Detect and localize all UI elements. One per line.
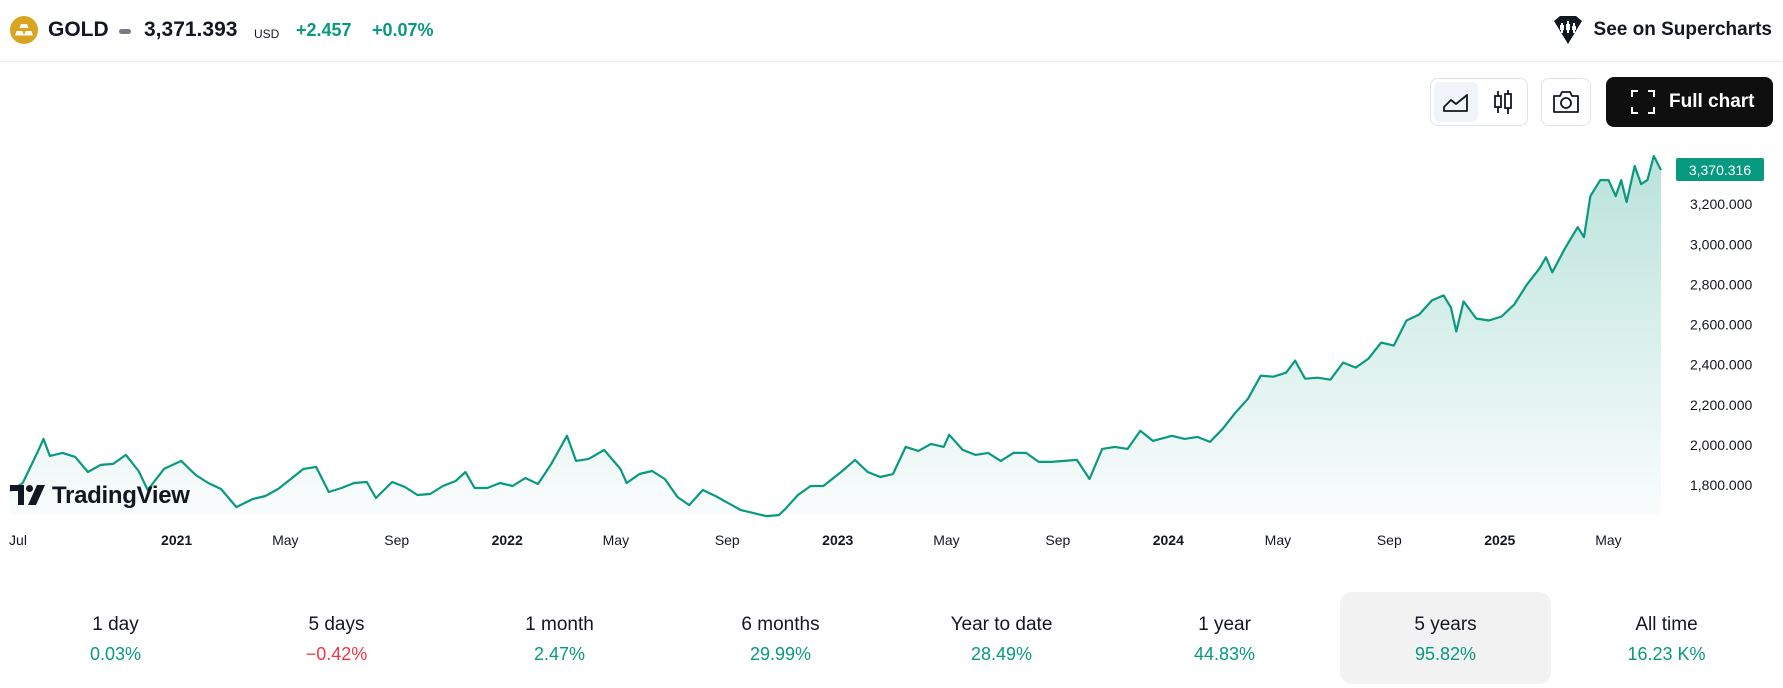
x-tick-label: May	[1595, 532, 1621, 548]
market-status-indicator	[119, 29, 131, 34]
period-tab-year-to-date[interactable]: Year to date 28.49%	[896, 592, 1107, 684]
period-tab-5-days[interactable]: 5 days −0.42%	[231, 592, 442, 684]
see-on-supercharts-link[interactable]: See on Supercharts	[1552, 15, 1772, 45]
period-change: 28.49%	[970, 644, 1033, 664]
y-tick-label: 2,600.000	[1690, 317, 1752, 333]
period-label: 1 day	[92, 614, 139, 635]
last-price: 3,371.393	[144, 18, 238, 41]
price-line	[9, 154, 1662, 518]
price-axis[interactable]: 3,400.0003,200.0003,000.0002,800.0002,60…	[1690, 156, 1752, 493]
period-change: 29.99%	[749, 644, 812, 664]
supercharts-icon	[1553, 16, 1582, 44]
price-change-percent: +0.07%	[372, 20, 434, 40]
y-tick-label: 1,800.000	[1690, 477, 1752, 493]
x-tick-label: Jul	[9, 532, 27, 548]
symbol-name[interactable]: GOLD	[48, 18, 109, 41]
performance-periods: 1 day 0.03% 5 days −0.42% 1 month 2.47% 6 mont…	[0, 592, 1783, 684]
period-change: 2.47%	[533, 644, 586, 664]
period-label: All time	[1635, 614, 1698, 635]
last-price-tag: 3,370.316	[1676, 157, 1764, 181]
period-change: −0.42%	[305, 644, 368, 664]
tradingview-watermark[interactable]: TradingView	[10, 482, 190, 510]
x-tick-label: Sep	[715, 532, 740, 548]
period-label: 5 days	[308, 614, 365, 635]
x-tick-label: 2025	[1484, 532, 1515, 548]
supercharts-label: See on Supercharts	[1593, 19, 1772, 40]
fullscreen-icon	[1631, 90, 1655, 114]
candles-style-button[interactable]	[1481, 82, 1525, 122]
x-tick-label: May	[1265, 532, 1291, 548]
price-area-fill	[10, 156, 1661, 517]
tradingview-logo-icon	[10, 485, 45, 505]
camera-icon	[1553, 91, 1579, 113]
period-label: 1 year	[1198, 614, 1251, 635]
y-tick-label: 2,400.000	[1690, 357, 1752, 373]
y-tick-label: 2,000.000	[1690, 437, 1752, 453]
period-change: 44.83%	[1193, 644, 1256, 664]
last-price-tag-background	[1676, 157, 1764, 181]
x-tick-label: 2022	[492, 532, 523, 548]
time-axis[interactable]: Jul 2021 May Sep 2022 May Sep 2023 May Sep 2024 May…	[9, 532, 1622, 548]
period-tab-1-day[interactable]: 1 day 0.03%	[10, 592, 221, 684]
period-tab-1-month[interactable]: 1 month 2.47%	[454, 592, 665, 684]
tradingview-wordmark: TradingView	[52, 482, 190, 509]
y-tick-label: 2,200.000	[1690, 397, 1752, 413]
period-label: 1 month	[525, 614, 594, 635]
period-change: 95.82%	[1414, 644, 1477, 664]
x-tick-label: Sep	[384, 532, 409, 548]
price-change: +2.457	[296, 20, 352, 40]
area-style-button[interactable]	[1434, 82, 1478, 122]
x-tick-label: 2024	[1153, 532, 1184, 548]
y-tick-label: 3,000.000	[1690, 236, 1752, 252]
symbol-header: GOLD 3,371.393 USD +2.457 +0.07% See on …	[0, 0, 1783, 62]
period-tab-all-time[interactable]: All time 16.23 K%	[1561, 592, 1772, 684]
x-tick-label: May	[933, 532, 959, 548]
area-chart-icon	[1443, 94, 1468, 112]
x-tick-label: May	[603, 532, 629, 548]
period-label: 6 months	[741, 614, 820, 635]
currency-label: USD	[254, 27, 280, 41]
gold-bars-icon	[10, 16, 38, 44]
x-tick-label: 2021	[161, 532, 192, 548]
last-price-tag-label: 3,370.316	[1689, 162, 1751, 178]
x-tick-label: Sep	[1377, 532, 1402, 548]
period-tab-6-months[interactable]: 6 months 29.99%	[675, 592, 886, 684]
x-tick-label: Sep	[1045, 532, 1070, 548]
full-chart-label: Full chart	[1669, 91, 1755, 112]
period-label: 5 years	[1414, 614, 1477, 635]
y-tick-label: 2,800.000	[1690, 276, 1752, 292]
full-chart-button[interactable]: Full chart	[1606, 77, 1773, 127]
period-change: 16.23 K%	[1627, 644, 1706, 664]
candlestick-icon	[1494, 90, 1512, 114]
price-chart[interactable]: 3,400.0003,200.0003,000.0002,800.0002,60…	[0, 150, 1783, 562]
y-tick-label: 3,200.000	[1690, 196, 1752, 212]
period-change: 0.03%	[89, 644, 142, 664]
chart-style-toggle	[1430, 78, 1528, 126]
period-label: Year to date	[950, 614, 1053, 635]
x-tick-label: 2023	[822, 532, 853, 548]
snapshot-button[interactable]	[1541, 78, 1591, 126]
period-tab-1-year[interactable]: 1 year 44.83%	[1119, 592, 1330, 684]
period-tab-5-years[interactable]: 5 years 95.82%	[1340, 592, 1551, 684]
x-tick-label: May	[272, 532, 298, 548]
